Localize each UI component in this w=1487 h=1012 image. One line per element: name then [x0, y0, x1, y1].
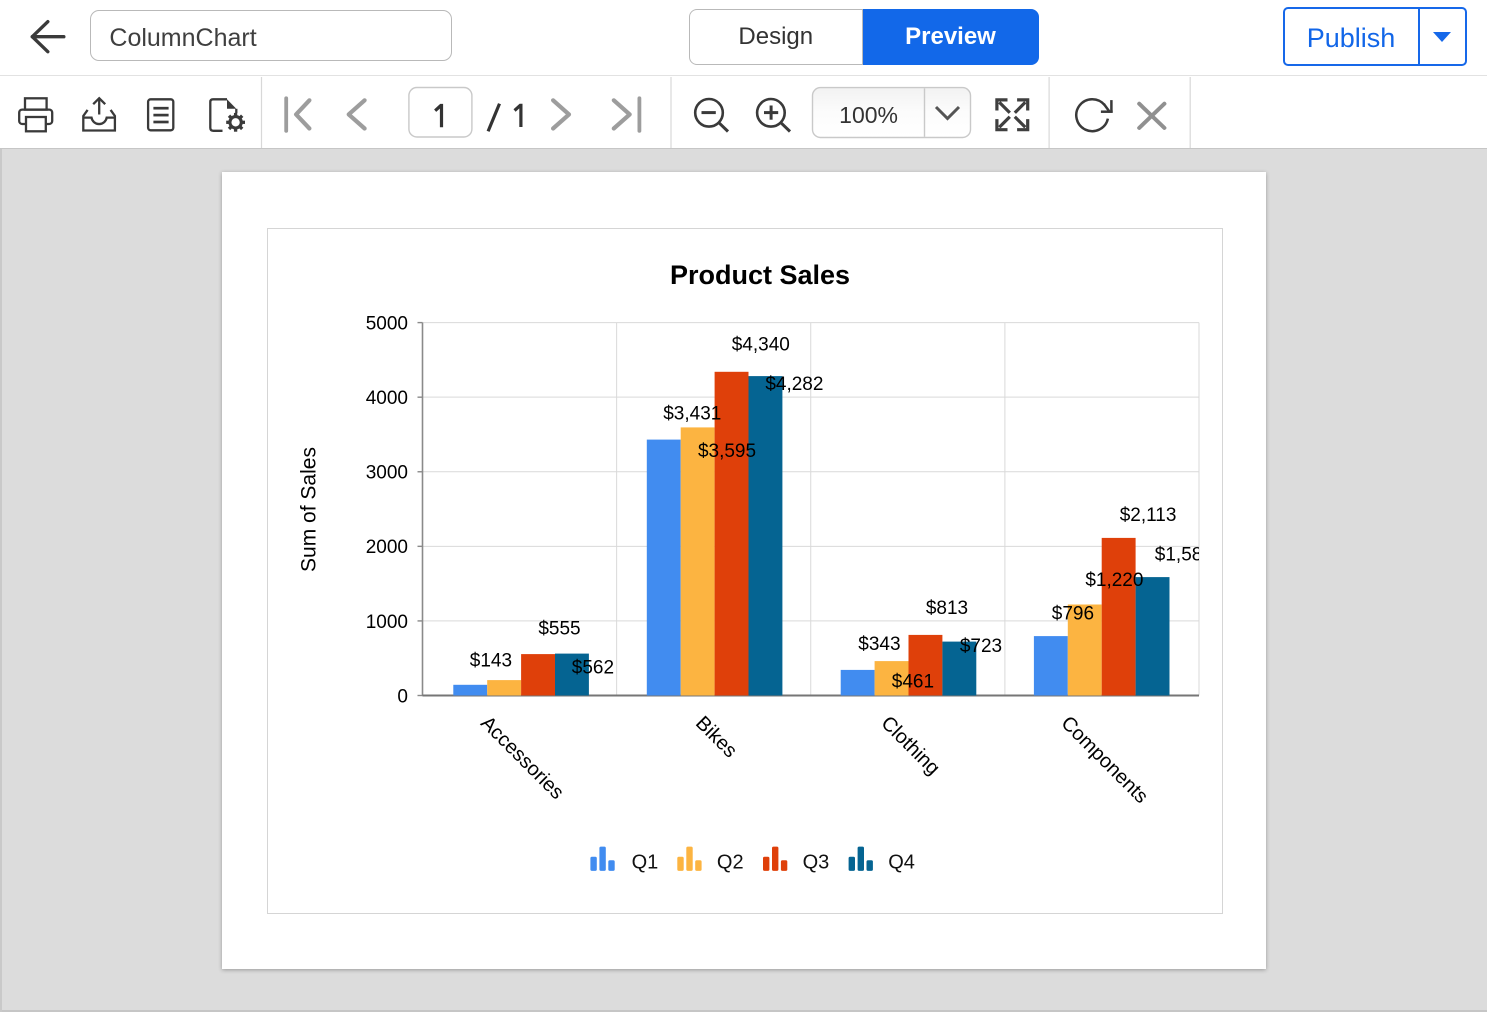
svg-text:4000: 4000: [366, 388, 408, 409]
svg-text:2000: 2000: [366, 537, 408, 558]
svg-text:Q4: Q4: [888, 851, 915, 873]
svg-text:$461: $461: [892, 672, 934, 693]
svg-text:$1,587: $1,587: [1155, 545, 1213, 566]
svg-text:$562: $562: [572, 658, 614, 679]
svg-text:$3,431: $3,431: [663, 404, 721, 425]
svg-text:$2,113: $2,113: [1120, 505, 1177, 526]
svg-text:$723: $723: [960, 636, 1002, 657]
svg-text:$796: $796: [1052, 603, 1094, 624]
svg-text:$343: $343: [858, 634, 900, 655]
svg-text:5000: 5000: [366, 314, 408, 335]
svg-text:$143: $143: [470, 650, 512, 671]
svg-text:$555: $555: [538, 619, 580, 640]
svg-text:$813: $813: [926, 598, 968, 619]
svg-text:1000: 1000: [366, 612, 408, 633]
svg-text:$3,595: $3,595: [698, 441, 756, 462]
svg-text:Sum of Sales: Sum of Sales: [298, 447, 321, 572]
svg-text:Q2: Q2: [717, 851, 744, 873]
svg-text:Q3: Q3: [803, 851, 830, 873]
svg-text:$1,220: $1,220: [1085, 570, 1143, 591]
svg-text:3000: 3000: [366, 463, 408, 484]
svg-text:100%: 100%: [839, 102, 898, 128]
svg-text:$4,282: $4,282: [765, 374, 823, 395]
svg-text:0: 0: [397, 686, 408, 707]
svg-text:Product Sales: Product Sales: [670, 260, 850, 290]
svg-text:$4,340: $4,340: [732, 335, 790, 356]
svg-text:Q1: Q1: [632, 851, 659, 873]
